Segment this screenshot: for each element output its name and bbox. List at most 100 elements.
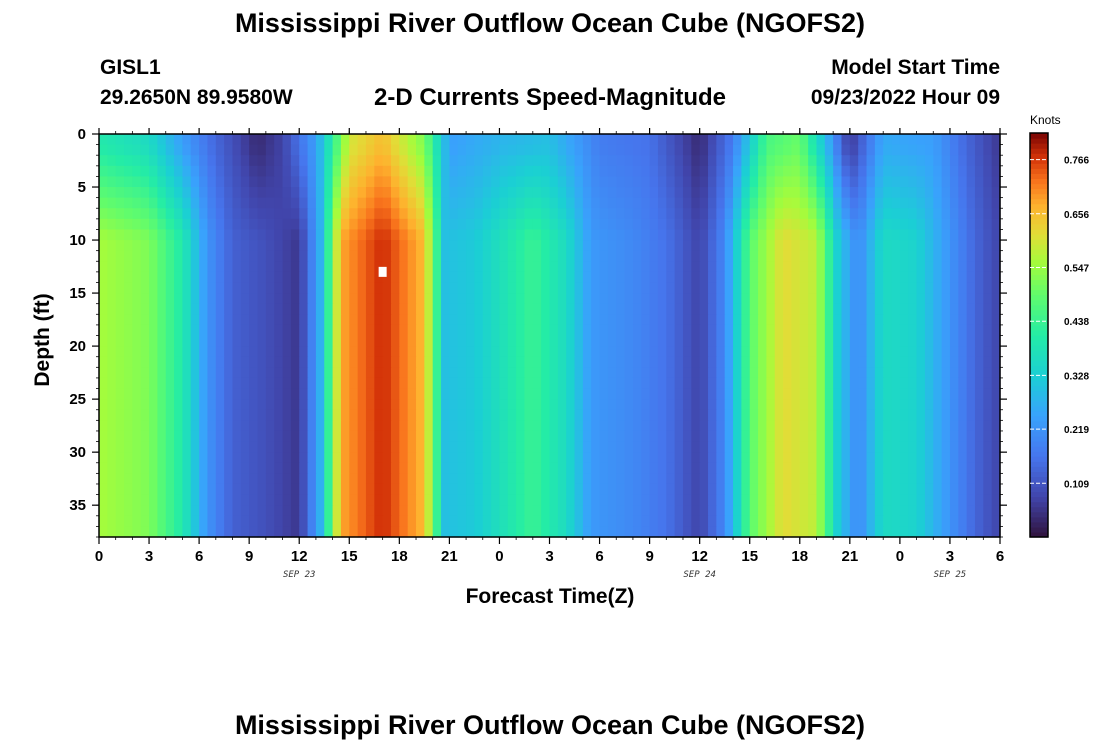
heatmap-cell <box>858 505 868 517</box>
heatmap-cell <box>424 218 434 231</box>
heatmap-cell <box>549 452 559 464</box>
heatmap-cell <box>666 367 676 379</box>
heatmap-cell <box>132 346 142 358</box>
heatmap-cell <box>582 229 592 241</box>
heatmap-cell <box>257 505 267 517</box>
heatmap-cell <box>349 515 359 527</box>
heatmap-cell <box>199 324 209 337</box>
heatmap-cell <box>933 483 943 496</box>
heatmap-cell <box>791 356 801 368</box>
heatmap-cell <box>140 208 150 220</box>
heatmap-cell <box>257 314 267 326</box>
heatmap-cell <box>649 261 659 273</box>
heatmap-cell <box>841 335 851 347</box>
heatmap-cell <box>824 430 834 443</box>
heatmap-cell <box>966 303 976 315</box>
heatmap-cell <box>274 187 284 199</box>
heatmap-cell <box>691 483 701 496</box>
heatmap-cell <box>207 441 217 453</box>
heatmap-cell <box>432 229 442 241</box>
heatmap-cell <box>249 324 259 337</box>
heatmap-cell <box>332 197 342 209</box>
heatmap-cell <box>149 377 158 390</box>
heatmap-cell <box>532 134 542 146</box>
heatmap-cell <box>99 314 108 326</box>
heatmap-cell <box>315 409 325 421</box>
heatmap-cell <box>866 420 876 432</box>
heatmap-cell <box>107 208 117 220</box>
heatmap-cell <box>899 324 909 337</box>
heatmap-cell <box>816 144 826 156</box>
heatmap-cell <box>849 144 859 156</box>
heatmap-cell <box>124 303 133 315</box>
heatmap-cell <box>799 346 809 358</box>
heatmap-cell <box>958 144 968 156</box>
heatmap-cell <box>124 505 133 517</box>
heatmap-cell <box>883 335 893 347</box>
heatmap-cell <box>799 367 809 379</box>
heatmap-cell <box>599 155 609 167</box>
heatmap-cell <box>124 314 133 326</box>
heatmap-cell <box>115 409 125 421</box>
heatmap-cell <box>991 271 1001 284</box>
heatmap-cell <box>340 144 350 156</box>
heatmap-cell <box>849 441 859 453</box>
heatmap-cell <box>299 155 309 167</box>
heatmap-cell <box>674 452 684 464</box>
heatmap-cell <box>140 452 150 464</box>
heatmap-cell <box>624 134 634 146</box>
heatmap-cell <box>224 515 234 527</box>
heatmap-cell <box>232 452 242 464</box>
heatmap-cell <box>808 303 818 315</box>
heatmap-cell <box>165 452 175 464</box>
heatmap-cell <box>107 282 117 294</box>
heatmap-cell <box>708 303 717 315</box>
heatmap-cell <box>149 229 158 241</box>
heatmap-cell <box>274 494 284 506</box>
heatmap-cell <box>457 526 467 538</box>
heatmap-cell <box>924 335 934 347</box>
heatmap-cell <box>115 441 125 453</box>
heatmap-cell <box>249 473 259 485</box>
heatmap-cell <box>849 271 859 284</box>
heatmap-cell <box>724 197 734 209</box>
heatmap-cell <box>733 430 742 443</box>
heatmap-cell <box>899 229 909 241</box>
colorbar-segment <box>1030 456 1048 462</box>
heatmap-cell <box>299 218 309 231</box>
heatmap-cell <box>290 441 300 453</box>
heatmap-cell <box>674 282 684 294</box>
heatmap-cell <box>432 367 442 379</box>
heatmap-cell <box>274 346 284 358</box>
heatmap-cell <box>382 505 392 517</box>
heatmap-cell <box>399 324 409 337</box>
heatmap-cell <box>115 452 125 464</box>
heatmap-cell <box>783 526 793 538</box>
heatmap-cell <box>666 208 676 220</box>
heatmap-cell <box>949 240 959 252</box>
heatmap-cell <box>958 208 968 220</box>
heatmap-cell <box>674 187 684 199</box>
heatmap-cell <box>808 430 818 443</box>
heatmap-cell <box>607 197 617 209</box>
heatmap-cell <box>666 377 676 390</box>
heatmap-cell <box>641 208 651 220</box>
heatmap-cell <box>607 399 617 411</box>
heatmap-cell <box>641 314 651 326</box>
heatmap-cell <box>340 165 350 178</box>
heatmap-cell <box>724 261 734 273</box>
heatmap-cell <box>474 452 484 464</box>
heatmap-cell <box>624 526 634 538</box>
heatmap-cell <box>349 240 359 252</box>
heatmap-cell <box>908 176 918 188</box>
heatmap-cell <box>966 208 976 220</box>
heatmap-cell <box>574 218 584 231</box>
heatmap-cell <box>307 505 317 517</box>
heatmap-cell <box>132 526 142 538</box>
heatmap-cell <box>307 483 317 496</box>
heatmap-cell <box>449 377 459 390</box>
heatmap-cell <box>582 155 592 167</box>
heatmap-cell <box>140 134 150 146</box>
heatmap-cell <box>365 218 375 231</box>
heatmap-cell <box>541 515 551 527</box>
